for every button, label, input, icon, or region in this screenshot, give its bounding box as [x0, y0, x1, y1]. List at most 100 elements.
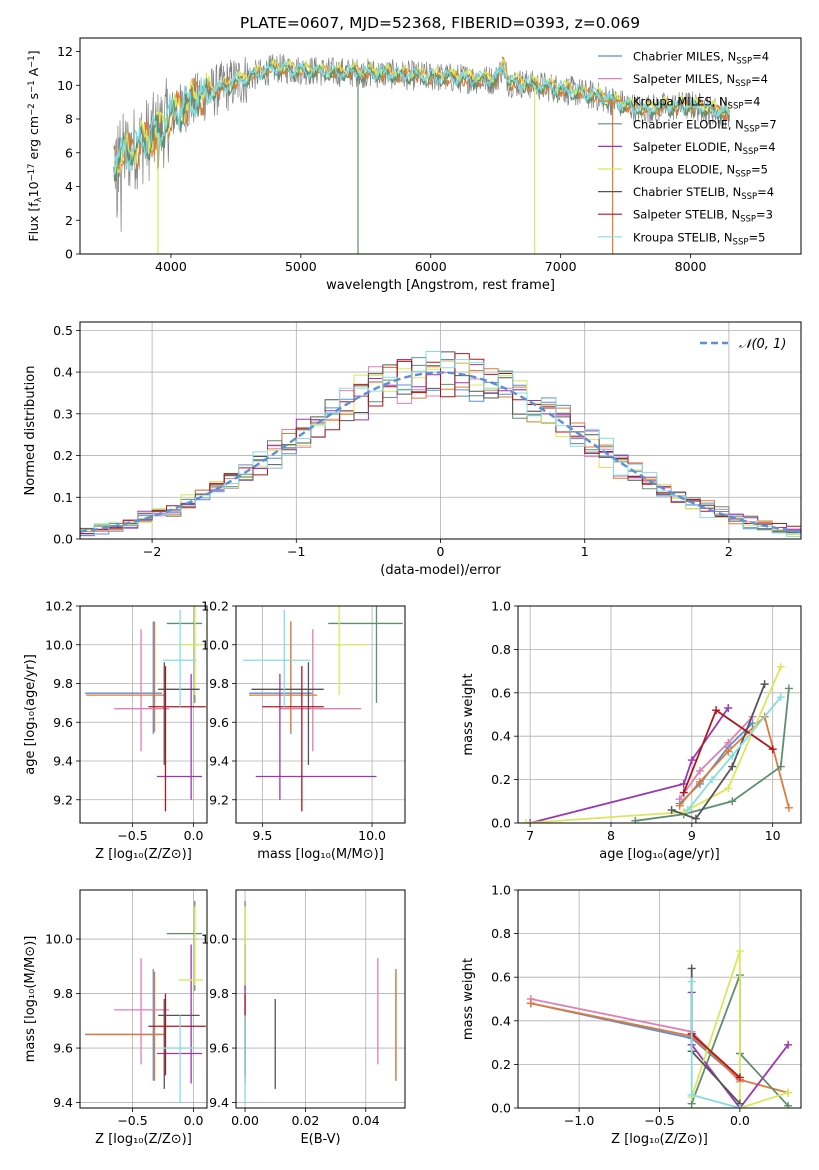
mass-weight-vs-age-axes: 7 8 9 10 0.0 0.2 0.4 0.6 0.8 1.0 age [log₁₀(age/yr… — [461, 599, 802, 862]
x-axis-label: (data-model)/error — [380, 563, 501, 578]
data-point-marker — [728, 797, 737, 806]
data-point-marker — [695, 766, 704, 775]
mass-weight-line — [687, 696, 782, 811]
y-label-part: A — [26, 67, 41, 80]
x-tick-label: 4000 — [155, 259, 187, 274]
x-tick-label: −0.5 — [117, 1113, 147, 1128]
x-tick-label: 6000 — [415, 259, 447, 274]
x-tick-label: 10 — [765, 828, 781, 843]
data-point-marker — [784, 1040, 793, 1049]
mass-weight-vs-z-marks — [526, 947, 793, 1108]
data-point-marker — [724, 747, 733, 756]
x-tick-label: −0.5 — [117, 828, 147, 843]
y-tick-label: 10.0 — [45, 932, 73, 947]
legend-entry-name: Chabrier MILES, N — [633, 50, 736, 64]
x-tick-label: 7 — [526, 828, 534, 843]
y-tick-label: 4 — [65, 179, 73, 194]
y-tick-label: 9.6 — [53, 1041, 73, 1056]
data-point-marker — [776, 693, 785, 702]
legend-entry-count: =3 — [756, 208, 773, 222]
y-tick-label: 0.2 — [491, 772, 511, 787]
mass-vs-z-marks — [84, 900, 206, 1103]
data-point-marker — [728, 751, 737, 760]
legend-entry-sub: SSP — [740, 215, 756, 225]
x-tick-label: 8 — [607, 828, 615, 843]
data-point-marker — [687, 977, 696, 986]
age-vs-mass-frame — [235, 605, 406, 824]
data-point-marker — [724, 784, 733, 793]
legend-entry-name: Salpeter STELIB, N — [633, 208, 740, 222]
mass-weight-line — [529, 707, 729, 823]
y-axis-label: Normed distribution — [23, 366, 38, 496]
y-tick-label: 0.4 — [491, 729, 511, 744]
mass-weight-line — [530, 1002, 789, 1094]
legend-entry-sub: SSP — [743, 147, 759, 157]
x-tick-label: 0.0 — [184, 1113, 204, 1128]
mass-weight-line — [691, 1033, 741, 1079]
x-axis-label: age [log₁₀(age/yr)] — [599, 847, 720, 862]
data-point-marker — [735, 1073, 744, 1082]
mass-vs-ebv-axes: 0.00 0.02 0.04 9.4 9.6 9.8 10.0 E(B-V) — [201, 889, 406, 1147]
histogram-step — [80, 351, 801, 537]
legend-entry-name: Kroupa ELODIE, N — [633, 163, 735, 177]
legend-entry-sub: SSP — [728, 102, 744, 112]
x-tick-label: 0.04 — [352, 1113, 380, 1128]
data-point-marker — [784, 1088, 793, 1097]
legend-entry-name: Salpeter MILES, N — [633, 72, 735, 86]
legend-entry: 𝒩(0, 1) — [739, 337, 786, 352]
y-tick-label: 9.4 — [209, 1095, 229, 1110]
y-tick-label: 9.8 — [53, 676, 73, 691]
legend-entry-count: =4 — [752, 50, 769, 64]
x-tick-label: 2 — [725, 544, 733, 559]
legend-entry: Chabrier ELODIE, NSSP=7 — [633, 117, 777, 134]
x-tick-label: 0 — [437, 544, 445, 559]
histogram-frame — [79, 321, 802, 540]
y-tick-label: 12 — [57, 44, 73, 59]
data-point-marker — [667, 805, 676, 814]
y-tick-label: 8 — [65, 112, 73, 127]
data-point-marker — [526, 819, 535, 823]
y-tick-label: 0.0 — [491, 816, 511, 831]
legend-entry-count: =4 — [751, 72, 768, 86]
spectrum-marks — [113, 53, 731, 254]
x-tick-label: −1.0 — [564, 1113, 594, 1128]
y-axis-label: mass weight — [461, 673, 476, 755]
x-tick-label: 9.5 — [252, 828, 272, 843]
y-tick-label: 9.2 — [209, 792, 229, 807]
legend-entry: Salpeter ELODIE, NSSP=4 — [633, 140, 776, 157]
y-tick-label: 9.8 — [53, 986, 73, 1001]
legend-entry-name: Kroupa MILES, N — [633, 95, 728, 109]
data-point-marker — [784, 684, 793, 693]
y-label-part: −1 — [27, 55, 37, 68]
y-axis-label: mass [log₁₀(M/M⊙)] — [23, 936, 38, 1063]
data-point-marker — [708, 775, 717, 784]
data-point-marker — [768, 745, 777, 754]
data-point-marker — [526, 999, 535, 1008]
y-label-part: erg cm — [26, 116, 41, 164]
x-tick-label: −2 — [143, 544, 161, 559]
y-tick-label: 0.4 — [53, 365, 73, 380]
spectrum-axes: 4000 5000 6000 7000 8000 0 2 4 6 8 10 12 wavelength … — [26, 37, 802, 293]
mass-vs-ebv-marks — [244, 900, 397, 1103]
y-tick-label: 10.0 — [45, 637, 73, 652]
y-tick-label: 0.8 — [491, 642, 511, 657]
legend-entry-count: =4 — [759, 140, 776, 154]
y-tick-label: 10 — [57, 78, 73, 93]
y-axis-label: age [log₁₀(age/yr)] — [23, 654, 38, 775]
y-tick-label: 0.8 — [491, 926, 511, 941]
legend-entry-sub: SSP — [735, 79, 751, 89]
x-tick-label: −0.5 — [644, 1113, 674, 1128]
figure-title: PLATE=0607, MJD=52368, FIBERID=0393, z=0… — [240, 14, 640, 32]
x-tick-label: 0.0 — [730, 1113, 750, 1128]
x-tick-label: 7000 — [545, 259, 577, 274]
mass-vs-ebv-frame — [235, 889, 406, 1109]
y-tick-label: 0.0 — [491, 1101, 511, 1116]
spectrum-model-line — [113, 60, 731, 175]
legend-entry-count: =5 — [751, 163, 768, 177]
mass-weight-line — [678, 716, 754, 800]
x-tick-label: 0.0 — [184, 828, 204, 843]
data-point-marker — [776, 662, 785, 671]
data-point-marker — [687, 964, 696, 973]
y-label-part: −2 — [27, 103, 37, 116]
spectrum-frame — [79, 37, 802, 255]
